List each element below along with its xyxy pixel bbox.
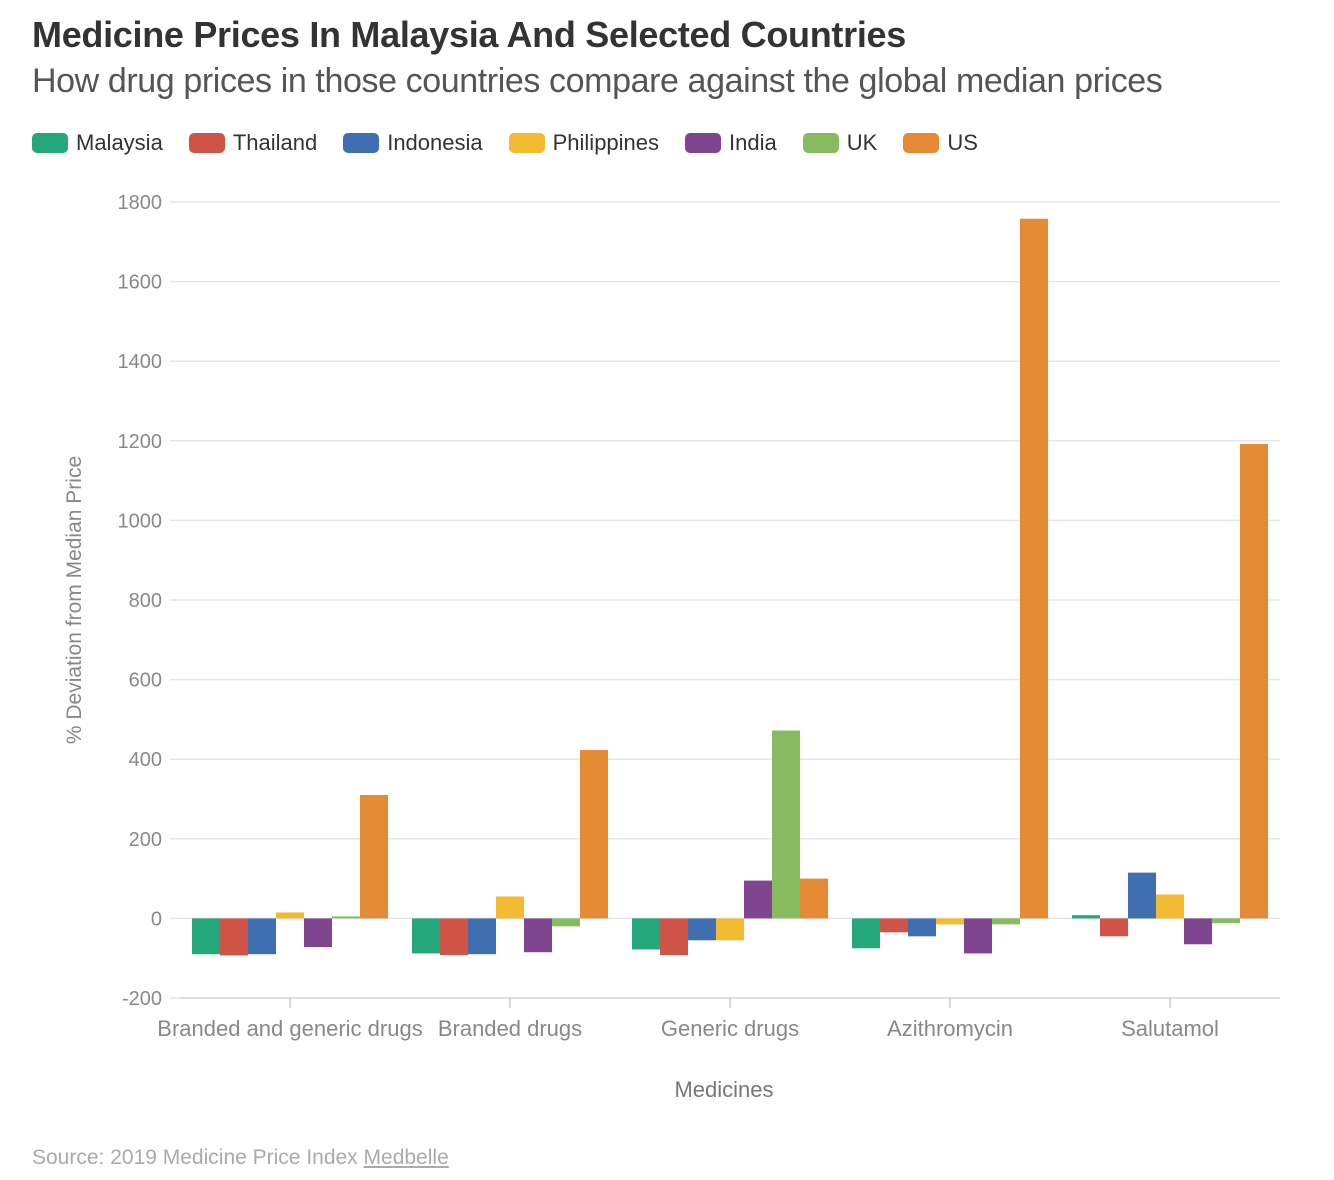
bar-indonesia-2[interactable] — [688, 918, 716, 941]
bar-philippines-0[interactable] — [276, 912, 304, 919]
legend-swatch — [903, 133, 940, 153]
y-tick-label: 1000 — [118, 510, 163, 532]
legend-label: India — [729, 130, 777, 155]
bar-indonesia-1[interactable] — [468, 918, 496, 955]
legend-label: UK — [846, 130, 878, 155]
legend-swatch — [508, 133, 545, 153]
bar-us-3[interactable] — [1020, 218, 1048, 919]
legend-item-thailand[interactable]: Thailand — [188, 130, 318, 156]
bar-india-4[interactable] — [1184, 918, 1212, 945]
bars — [192, 218, 1268, 956]
legend-label: US — [947, 130, 978, 155]
bar-philippines-1[interactable] — [496, 896, 524, 919]
bar-uk-4[interactable] — [1212, 918, 1240, 924]
bar-us-1[interactable] — [580, 750, 608, 919]
bar-indonesia-3[interactable] — [908, 918, 936, 937]
bar-uk-2[interactable] — [772, 730, 800, 919]
y-tick-label: -200 — [122, 988, 162, 1010]
bar-uk-3[interactable] — [992, 918, 1020, 925]
legend-item-indonesia[interactable]: Indonesia — [343, 130, 483, 156]
bar-malaysia-4[interactable] — [1072, 915, 1100, 919]
y-tick-label: 1200 — [118, 431, 163, 453]
bar-malaysia-1[interactable] — [412, 918, 440, 954]
y-axis-ticks: -200 0 200 400 600 800 1000 1200 1400 1600 1800 — [118, 192, 163, 1010]
legend-item-uk[interactable]: UK — [802, 130, 878, 156]
legend-item-us[interactable]: US — [903, 130, 978, 156]
bar-thailand-1[interactable] — [440, 918, 468, 956]
x-tick-label: Branded drugs — [438, 1016, 582, 1041]
bar-us-0[interactable] — [360, 795, 388, 919]
bar-india-0[interactable] — [304, 918, 332, 948]
y-tick-label: 600 — [129, 670, 162, 692]
y-tick-label: 1400 — [118, 351, 163, 373]
bar-thailand-3[interactable] — [880, 918, 908, 933]
bar-thailand-2[interactable] — [660, 918, 688, 956]
legend-swatch — [685, 133, 722, 153]
bar-uk-0[interactable] — [332, 916, 360, 919]
bar-indonesia-4[interactable] — [1128, 872, 1156, 919]
bar-philippines-3[interactable] — [936, 918, 964, 925]
legend-swatch — [188, 133, 225, 153]
legend-label: Malaysia — [76, 130, 163, 155]
y-tick-label: 200 — [129, 829, 162, 851]
y-tick-label: 0 — [151, 908, 162, 930]
bar-india-2[interactable] — [744, 880, 772, 919]
chart-title: Medicine Prices In Malaysia And Selected… — [32, 14, 906, 55]
legend-item-philippines[interactable]: Philippines — [508, 130, 660, 156]
source-link[interactable]: Medbelle — [363, 1146, 449, 1169]
bar-thailand-4[interactable] — [1100, 918, 1128, 937]
legend-label: Thailand — [232, 130, 318, 155]
bar-india-3[interactable] — [964, 918, 992, 954]
legend-label: Indonesia — [387, 130, 483, 155]
legend-item-india[interactable]: India — [685, 130, 777, 156]
bar-uk-1[interactable] — [552, 918, 580, 927]
bar-indonesia-0[interactable] — [248, 918, 276, 955]
bar-india-1[interactable] — [524, 918, 552, 953]
bar-philippines-4[interactable] — [1156, 894, 1184, 919]
x-tick-label: Branded and generic drugs — [157, 1016, 422, 1041]
legend-swatch — [32, 133, 68, 153]
y-tick-label: 1800 — [118, 192, 163, 214]
gridlines — [170, 201, 1280, 999]
y-tick-label: 1600 — [118, 272, 163, 294]
bar-malaysia-2[interactable] — [632, 918, 660, 950]
y-tick-label: 400 — [129, 749, 162, 771]
x-axis: Branded and generic drugs Branded drugs Ge… — [157, 997, 1280, 1041]
y-axis-label: % Deviation from Median Price — [63, 456, 86, 744]
bar-us-4[interactable] — [1240, 443, 1268, 919]
bar-malaysia-0[interactable] — [192, 918, 220, 955]
x-tick-label: Salutamol — [1121, 1016, 1219, 1041]
legend-item-malaysia[interactable]: Malaysia — [32, 130, 163, 156]
legend: Malaysia Thailand Indonesia Philippines Indi… — [32, 130, 1004, 156]
bar-philippines-2[interactable] — [716, 918, 744, 941]
x-tick-label: Generic drugs — [661, 1016, 799, 1041]
legend-swatch — [802, 133, 839, 153]
source-text: Source: 2019 Medicine Price Index — [32, 1146, 364, 1169]
legend-swatch — [343, 133, 380, 153]
legend-label: Philippines — [552, 130, 660, 155]
x-tick-label: Azithromycin — [887, 1016, 1013, 1041]
bar-chart: -200 0 200 400 600 800 1000 1200 1400 1600 1800 Br… — [63, 192, 1280, 1102]
bar-malaysia-3[interactable] — [852, 918, 880, 949]
x-axis-label: Medicines — [674, 1077, 773, 1102]
bar-us-2[interactable] — [800, 878, 828, 919]
bar-thailand-0[interactable] — [220, 918, 248, 956]
y-tick-label: 800 — [129, 590, 162, 612]
chart-subtitle: How drug prices in those countries compa… — [32, 62, 1163, 100]
source-note: Source: 2019 Medicine Price Index Medbel… — [32, 1146, 449, 1170]
